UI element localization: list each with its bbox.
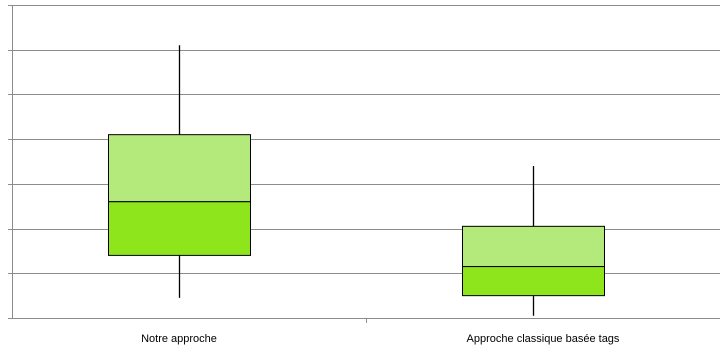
box-upper-quartile bbox=[462, 225, 605, 268]
box-lower-quartile bbox=[462, 266, 605, 297]
box-upper-quartile bbox=[108, 134, 251, 203]
x-category-label: Notre approche bbox=[141, 333, 217, 345]
box-lower-quartile bbox=[108, 201, 251, 256]
x-category-label: Approche classique basée tags bbox=[467, 333, 620, 345]
